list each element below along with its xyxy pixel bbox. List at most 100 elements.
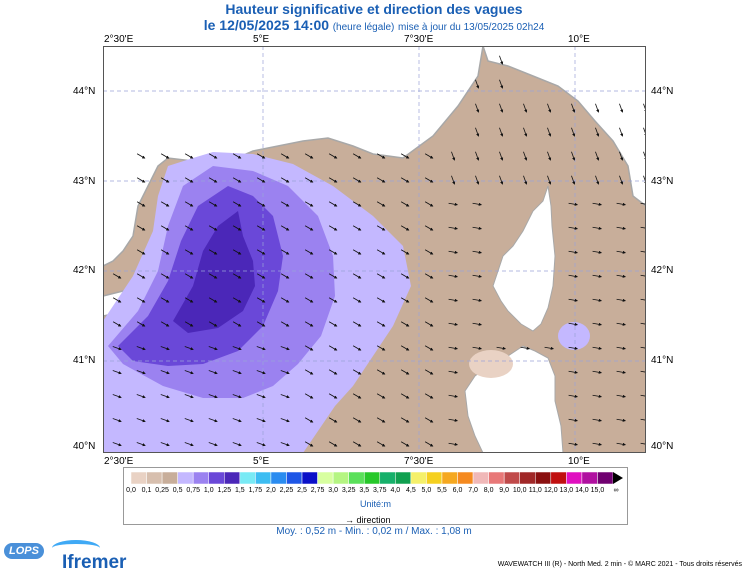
wave-direction-arrow — [499, 79, 504, 89]
wave-direction-arrow — [280, 249, 290, 255]
legend-tick: 4,0 — [390, 487, 401, 494]
wave-direction-arrow — [400, 177, 410, 183]
wave-direction-arrow — [400, 273, 410, 279]
wave-direction-arrow — [547, 151, 552, 161]
wave-direction-arrow — [136, 177, 146, 183]
color-swatch — [597, 471, 614, 485]
wave-direction-arrow — [352, 249, 362, 255]
wave-direction-arrow — [619, 103, 624, 113]
wave-direction-arrow — [448, 250, 458, 254]
wave-direction-arrow — [499, 127, 504, 137]
wave-direction-arrow — [496, 346, 506, 350]
wave-direction-arrow — [304, 153, 314, 159]
wave-direction-arrow — [592, 370, 602, 374]
lat-label-right-2: 43°N — [651, 176, 674, 187]
update-time: mise à jour du 13/05/2025 02h24 — [398, 22, 545, 33]
wave-direction-arrow — [112, 418, 122, 423]
legend-unit: Unité:m — [359, 499, 391, 509]
wave-direction-arrow — [448, 226, 458, 230]
wave-direction-arrow — [568, 274, 578, 278]
wave-direction-arrow — [448, 394, 458, 398]
wave-direction-arrow — [280, 201, 290, 207]
wave-direction-arrow — [424, 297, 434, 303]
lat-label-right-4: 41°N — [651, 355, 674, 366]
wave-map[interactable] — [103, 46, 646, 453]
wave-direction-arrow — [112, 273, 122, 279]
wave-direction-arrow — [448, 418, 458, 422]
wave-direction-arrow — [568, 346, 578, 350]
lat-label-right-1: 44°N — [651, 86, 674, 97]
land-france — [103, 46, 484, 267]
wave-direction-arrow — [136, 370, 146, 375]
time-note: (heure légale) — [332, 22, 395, 33]
wave-direction-arrow — [136, 297, 146, 303]
stats-line: Moy. : 0,52 m - Min. : 0,02 m / Max. : 1… — [276, 526, 472, 537]
wave-direction-arrow — [499, 151, 504, 161]
legend-tick: 1,75 — [248, 487, 263, 494]
color-swatch — [255, 471, 272, 485]
wave-patch-south — [469, 350, 513, 378]
wave-direction-arrow — [232, 418, 242, 423]
wave-direction-arrow — [592, 250, 602, 254]
wave-direction-arrow — [475, 151, 480, 161]
wave-direction-arrow — [616, 394, 626, 398]
color-swatch — [332, 471, 349, 485]
direction-arrows — [112, 55, 646, 447]
legend-tick: 9,0 — [499, 487, 510, 494]
wave-direction-arrow — [616, 226, 626, 230]
wave-direction-arrow — [376, 369, 386, 375]
legend-tick: 5,5 — [437, 487, 447, 494]
wave-direction-arrow — [619, 175, 624, 185]
wave-direction-arrow — [256, 249, 266, 255]
color-swatch — [177, 471, 194, 485]
wave-direction-arrow — [256, 201, 266, 207]
wave-direction-arrow — [136, 225, 146, 231]
wave-direction-arrow — [280, 370, 290, 375]
wave-direction-arrow — [256, 442, 266, 447]
wave-direction-arrow — [136, 442, 146, 447]
wave-direction-arrow — [256, 321, 266, 327]
land-italy — [482, 46, 646, 207]
wave-direction-arrow — [616, 442, 626, 446]
lon-label-top-3: 7°30'E — [404, 34, 434, 45]
wave-direction-arrow — [352, 441, 362, 447]
wave-direction-arrow — [328, 417, 338, 423]
wave-direction-arrow — [208, 177, 218, 183]
wave-direction-arrow — [280, 346, 290, 351]
wave-direction-arrow — [136, 201, 146, 207]
wave-direction-arrow — [616, 298, 626, 302]
wave-direction-arrow — [448, 322, 458, 326]
legend: 0,0 0,1 0,25 0,5 0,75 1,0 1,25 1,5 1,75 2,0 2,25 2,… — [123, 467, 628, 525]
wave-direction-arrow — [568, 370, 578, 374]
wave-direction-arrow — [232, 442, 242, 447]
color-swatch — [379, 471, 396, 485]
wave-direction-arrow — [523, 103, 528, 113]
color-bar — [130, 471, 623, 485]
wave-direction-arrow — [472, 346, 482, 350]
wave-direction-arrow — [160, 273, 170, 279]
wave-direction-arrow — [232, 249, 242, 255]
legend-tick: 11,0 — [528, 487, 542, 494]
ifremer-logo: Ifremer — [62, 552, 127, 573]
wave-direction-arrow — [451, 151, 456, 161]
wave-direction-arrow — [523, 151, 528, 161]
wave-direction-arrow — [472, 322, 482, 326]
wave-direction-arrow — [232, 297, 242, 303]
wave-direction-arrow — [616, 250, 626, 254]
wave-direction-arrow — [472, 202, 482, 206]
legend-tick: 3,0 — [328, 487, 338, 494]
color-swatch — [146, 471, 163, 485]
wave-direction-arrow — [304, 321, 314, 327]
wave-direction-arrow — [376, 345, 386, 351]
wave-direction-arrow — [160, 370, 170, 375]
wave-direction-arrow — [592, 274, 602, 278]
wave-direction-arrow — [184, 225, 194, 231]
wave-direction-arrow — [280, 273, 290, 279]
wave-direction-arrow — [568, 394, 578, 398]
wave-direction-arrow — [160, 418, 170, 423]
lon-label-bottom-4: 10°E — [568, 456, 590, 467]
wave-direction-arrow — [571, 151, 576, 161]
color-swatch — [317, 471, 334, 485]
wave-direction-arrow — [424, 345, 434, 351]
ifremer-swoosh-icon — [52, 540, 100, 556]
